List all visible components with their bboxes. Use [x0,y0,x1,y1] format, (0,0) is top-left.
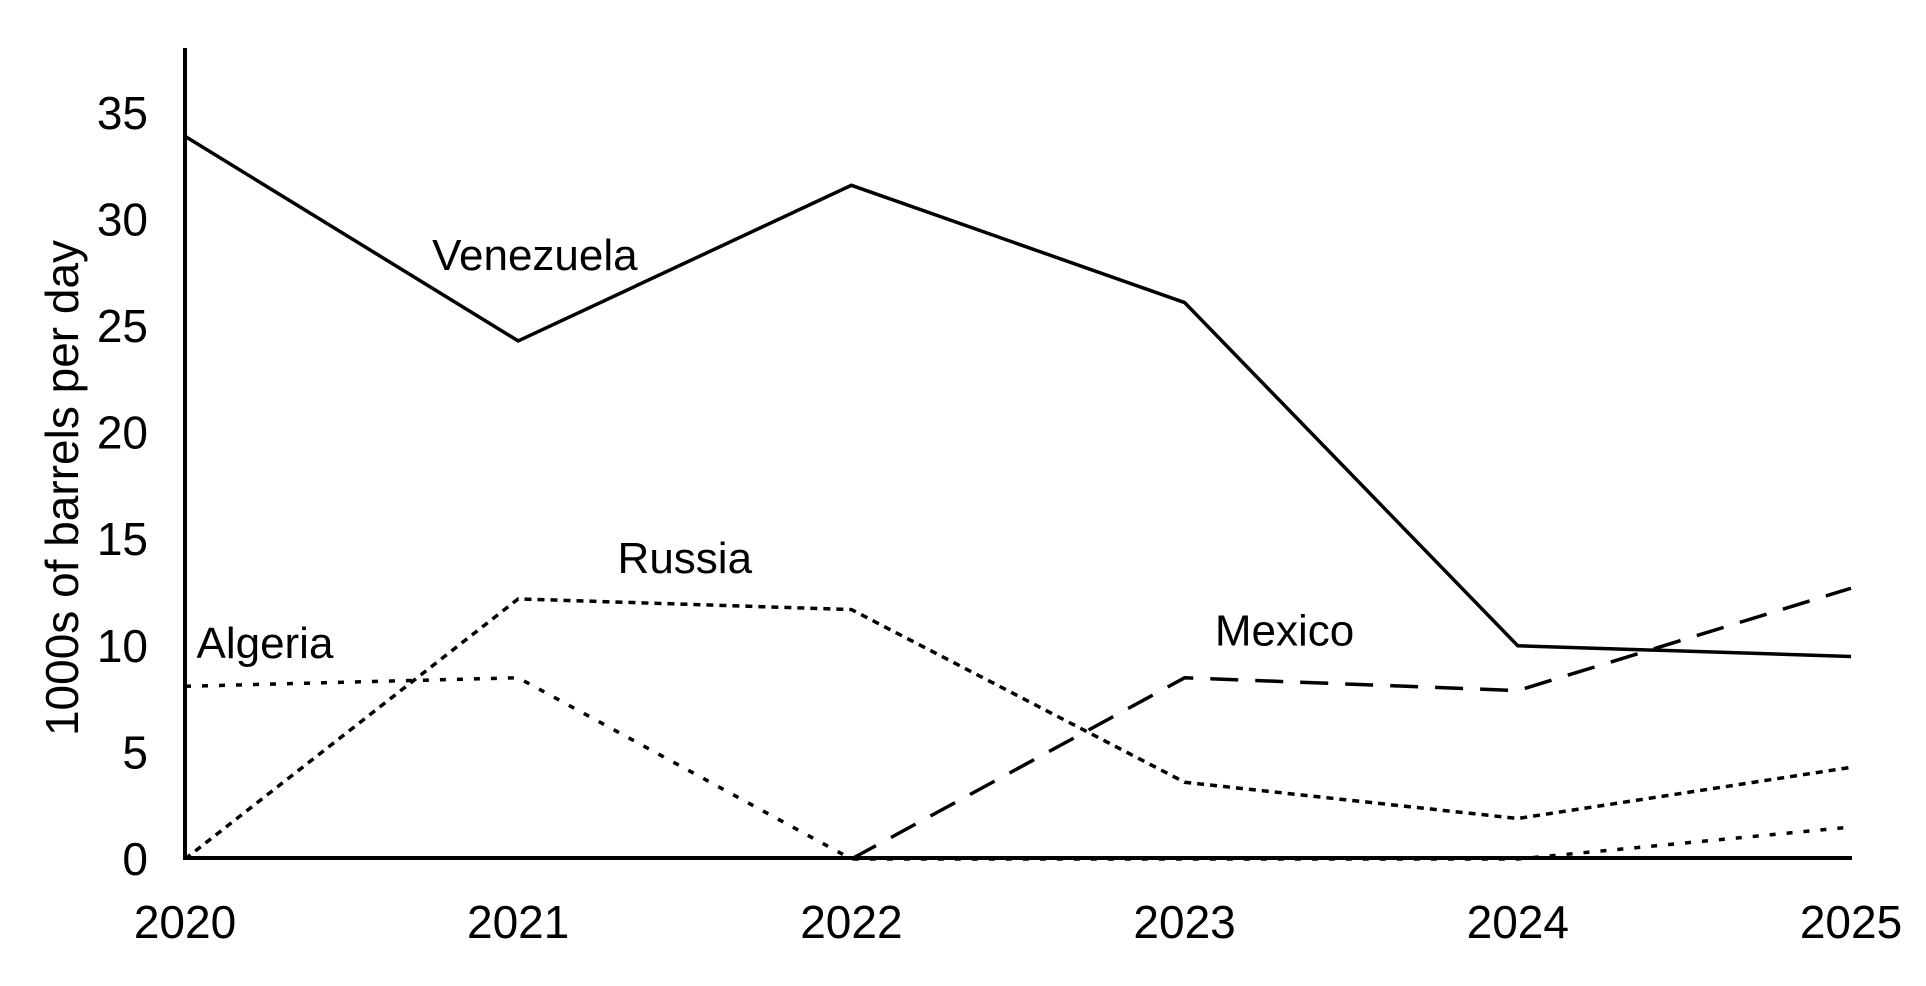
x-tick-label-2021: 2021 [467,896,569,948]
y-tick-label-15: 15 [97,513,148,565]
y-tick-label-10: 10 [97,620,148,672]
series-label-algeria: Algeria [196,619,333,668]
labels: 2020 2021 2022 2023 2024 202505101520253035Ve… [36,87,1902,948]
x-tick-label-2020: 2020 [134,896,236,948]
mexico-line [850,586,1852,861]
y-tick-label-0: 0 [122,833,148,885]
y-tick-label-35: 35 [97,87,148,139]
y-tick-label-25: 25 [97,300,148,352]
series-label-russia: Russia [618,534,753,583]
series-lines [183,134,1852,861]
y-axis-title: 1000s of barrels per day [36,240,88,736]
x-tick-label-2022: 2022 [800,896,902,948]
series-label-mexico: Mexico [1215,606,1354,655]
x-tick-label-2025: 2025 [1800,896,1902,948]
x-tick-label-2023: 2023 [1133,896,1235,948]
y-tick-label-20: 20 [97,407,148,459]
venezuela-line [184,134,1852,659]
series-label-venezuela: Venezuela [432,231,638,280]
y-tick-label-30: 30 [97,193,148,245]
axes [183,48,1852,860]
russia-line [183,597,1852,861]
x-tick-label-2024: 2024 [1467,896,1569,948]
algeria-line [184,676,1852,861]
y-tick-label-5: 5 [122,726,148,778]
